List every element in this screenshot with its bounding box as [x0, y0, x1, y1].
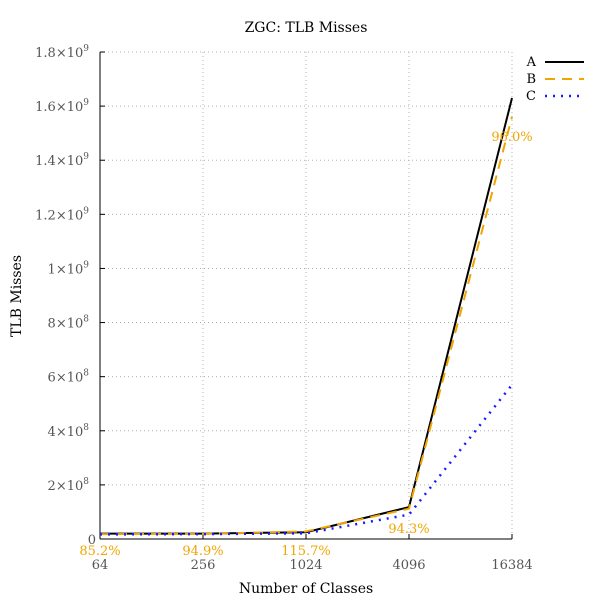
annotation-label: 85.2%: [79, 544, 120, 559]
y-tick-exponent: 8: [83, 315, 89, 325]
y-tick-label: 1.8×109: [35, 44, 89, 61]
annotation-label: 115.7%: [281, 544, 331, 559]
x-tick-label: 16384: [491, 558, 532, 573]
y-tick-exponent: 9: [83, 98, 89, 108]
x-axis-label: Number of Classes: [239, 581, 373, 597]
annotation-label: 94.3%: [388, 522, 429, 537]
y-tick-label: 1.2×109: [35, 206, 89, 223]
y-tick-label: 4×108: [48, 423, 90, 440]
y-tick-exponent: 8: [83, 477, 89, 487]
legend-label: A: [526, 55, 537, 70]
y-axis-label: TLB Misses: [9, 255, 25, 337]
chart-title: ZGC: TLB Misses: [245, 20, 368, 36]
y-tick-exponent: 9: [83, 152, 89, 162]
y-tick-label: 8×108: [48, 315, 90, 332]
series: [99, 97, 513, 536]
x-tick-label: 1024: [289, 558, 322, 573]
annotation-label: 96.0%: [491, 130, 532, 145]
y-tick-label: 1.4×109: [35, 152, 89, 169]
legend-label: B: [526, 72, 536, 87]
y-tick-exponent: 9: [83, 206, 89, 216]
y-tick-label: 1.6×109: [35, 98, 89, 115]
axes: [99, 52, 512, 540]
annotation-label: 94.9%: [182, 544, 223, 559]
y-tick-label: 1×109: [48, 260, 90, 277]
y-tick-exponent: 8: [83, 423, 89, 433]
y-ticks: 0 2×108 4×108 6×108 8×108 1×109 1.2×109 1.4×109…: [35, 44, 105, 548]
y-tick-exponent: 9: [83, 260, 89, 270]
x-ticks: 64 256 1024 4096 16384: [92, 534, 533, 573]
y-tick-exponent: 8: [83, 369, 89, 379]
legend-label: C: [526, 89, 536, 104]
series-line-c: [99, 384, 513, 536]
x-tick-label: 256: [191, 558, 216, 573]
annotations: 85.2% 94.9% 115.7% 94.3% 96.0%: [79, 130, 532, 559]
x-tick-label: 64: [92, 558, 109, 573]
y-tick-label: 0: [88, 533, 96, 548]
series-line-b: [99, 116, 513, 536]
y-tick-label: 2×108: [48, 477, 90, 494]
legend: ABC: [526, 55, 584, 104]
x-tick-label: 4096: [392, 558, 425, 573]
y-tick-label: 6×108: [48, 369, 90, 386]
grid: [100, 51, 513, 539]
y-tick-exponent: 9: [83, 44, 89, 54]
